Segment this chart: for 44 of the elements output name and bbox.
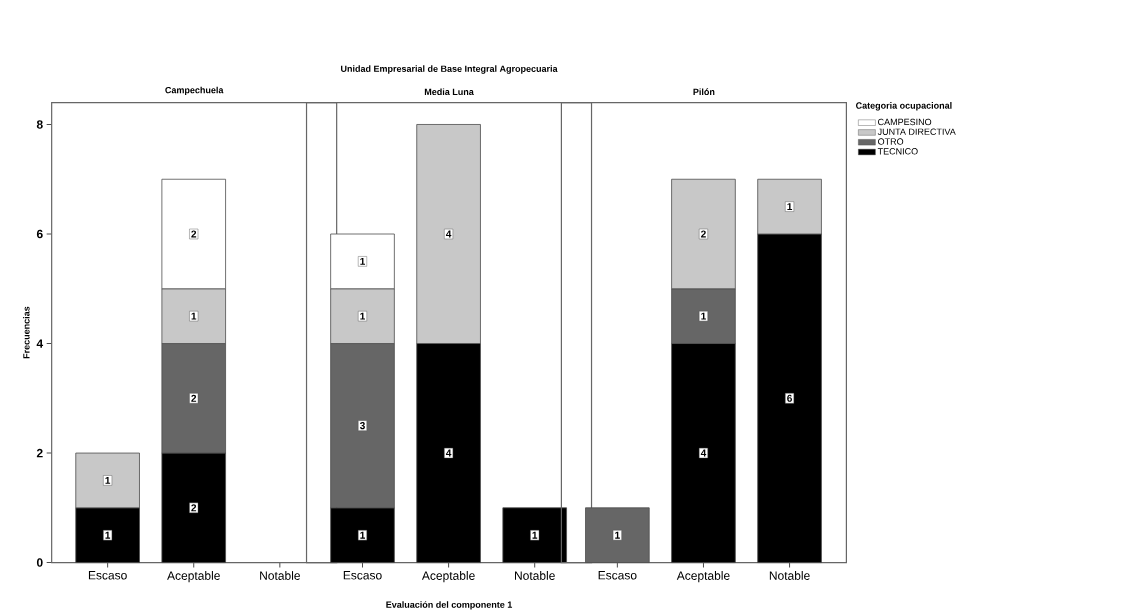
legend-label: TECNICO [877, 148, 918, 155]
legend-title: Categoria ocupacional [856, 102, 952, 111]
chart-title: Pilón [693, 88, 715, 96]
data-label: 1 [360, 312, 365, 320]
data-label: 1 [615, 531, 620, 539]
x-tick-label: Aceptable [421, 571, 475, 583]
y-tick-label: 2 [36, 448, 43, 458]
data-label: 1 [360, 257, 365, 265]
y-tick-label: 6 [36, 229, 43, 239]
data-label: 1 [787, 203, 793, 211]
legend-label: CAMPESINO [878, 118, 932, 126]
data-label: 2 [191, 230, 197, 238]
text: Unidad Empresarial de Base Integral Agropecuaria [341, 65, 558, 74]
data-label: 2 [701, 230, 706, 238]
data-label: 4 [445, 230, 452, 238]
data-label: 1 [105, 477, 111, 484]
y-tick-label: 4 [36, 339, 44, 348]
y-tick-label: 0 [36, 558, 43, 567]
data-label: 6 [787, 394, 792, 402]
x-tick-label: Notable [515, 571, 555, 580]
x-axis-title: Evaluación del componente 1 [386, 601, 513, 610]
legend-label: OTRO [878, 138, 904, 145]
y-axis-title: Frecuencias [22, 306, 30, 359]
chart-title: Media Luna [424, 88, 474, 96]
data-label: 1 [532, 531, 538, 539]
x-tick-label: Aceptable [676, 571, 730, 583]
data-label: 1 [191, 312, 197, 320]
data-label: 2 [191, 394, 197, 402]
data-label: 4 [700, 449, 707, 457]
x-tick-label: Escaso [88, 571, 127, 580]
data-label: 1 [701, 312, 706, 320]
legend-label: JUNTA DIRECTIVA [877, 128, 956, 135]
x-tick-label: Escaso [598, 571, 637, 580]
data-label: 2 [191, 504, 197, 512]
data-label: 3 [359, 422, 365, 430]
y-tick-label: 8 [36, 120, 43, 129]
data-label: 1 [360, 531, 365, 539]
data-label: 1 [105, 531, 111, 539]
chart-title: Campechuela [165, 86, 224, 96]
x-tick-label: Escaso [343, 571, 382, 580]
x-tick-label: Aceptable [167, 571, 220, 583]
x-tick-label: Notable [769, 571, 810, 580]
x-tick-label: Notable [260, 571, 300, 580]
data-label: 4 [445, 449, 452, 457]
